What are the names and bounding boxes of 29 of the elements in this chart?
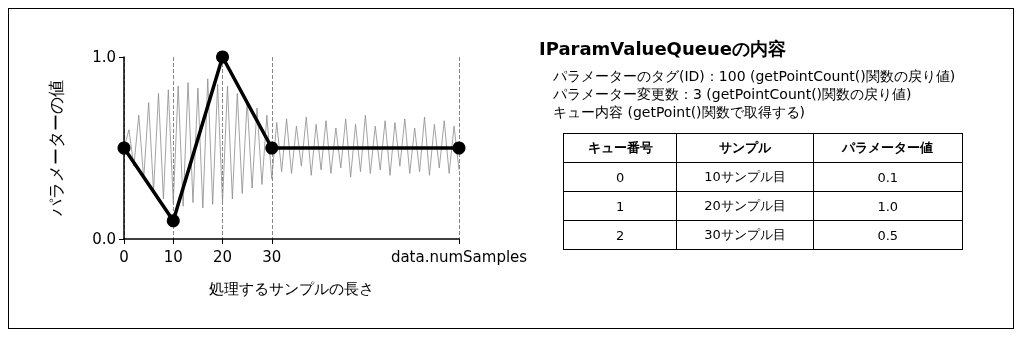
x-tick-label: 0 — [119, 247, 129, 266]
y-tick-label: 0.0 — [92, 230, 116, 248]
x-tick-label: 20 — [212, 247, 233, 266]
text: 30サンプル目 — [676, 220, 814, 250]
text: 10サンプル目 — [676, 162, 814, 192]
text: パラメーター値 — [813, 133, 963, 163]
text: 1.0 — [813, 191, 963, 221]
point — [117, 141, 131, 155]
text: キュー番号 — [563, 133, 677, 163]
point — [452, 141, 466, 155]
text: サンプル — [676, 133, 814, 163]
point — [265, 141, 279, 155]
x-tick-label: 10 — [163, 247, 183, 266]
text: 2 — [563, 220, 677, 250]
x-tick-label: data.numSamples — [390, 247, 528, 266]
text: パラメーターのタグ(ID)：100 (getPointCount()関数の戻り値) — [553, 67, 957, 85]
text: 0.1 — [813, 162, 963, 192]
text: 20サンプル目 — [676, 191, 814, 221]
text: キュー内容 (getPoint()関数で取得する) — [553, 103, 807, 121]
text: 0 — [563, 162, 677, 192]
text: IParamValueQueueの内容 — [539, 37, 787, 61]
text: 0.5 — [813, 220, 963, 250]
x-axis-title: 処理するサンプルの長さ — [209, 279, 374, 298]
x-tick-label: 30 — [262, 247, 282, 266]
text: パラメーター変更数：3 (getPointCount()関数の戻り値) — [553, 85, 913, 103]
point — [166, 214, 180, 228]
y-axis-title: パラメーターの値 — [45, 80, 66, 217]
text: 1 — [563, 191, 677, 221]
point — [216, 50, 230, 64]
